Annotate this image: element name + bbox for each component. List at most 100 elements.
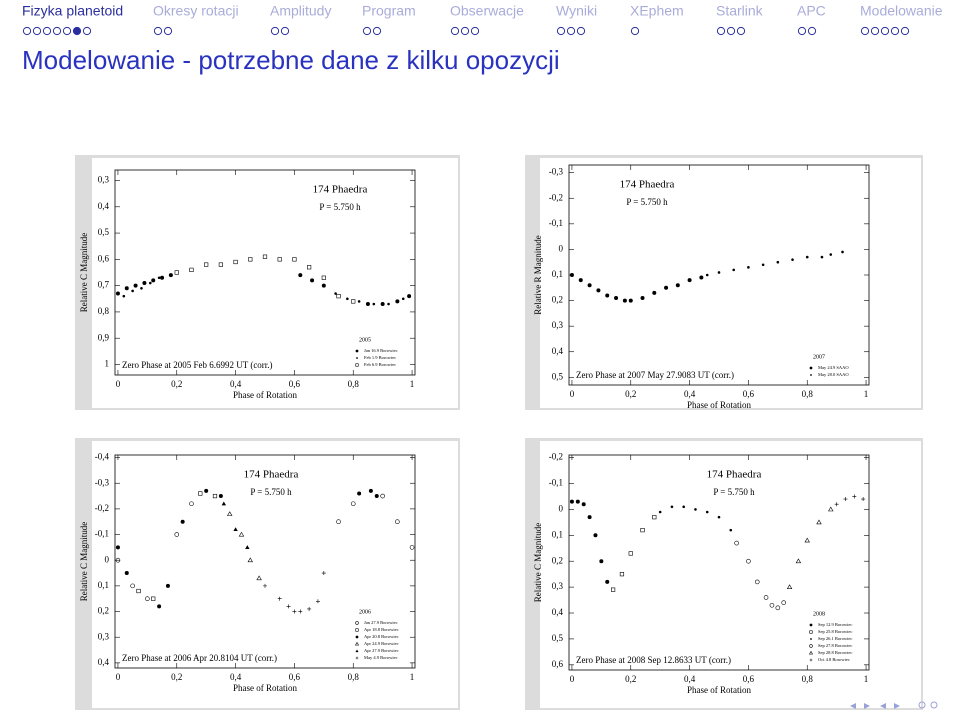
y-axis-label: Relative R Magnitude xyxy=(533,235,543,314)
data-point xyxy=(732,268,736,272)
legend-marker xyxy=(808,650,814,655)
data-point xyxy=(628,298,633,303)
nav-item[interactable]: Modelowanie xyxy=(860,3,943,19)
nav-item[interactable]: Fizyka planetoid xyxy=(22,3,123,19)
nav-frame-dot[interactable] xyxy=(270,26,280,36)
nav-frame-dot[interactable] xyxy=(736,26,746,36)
legend-label: Sep 12.9 Borowiec xyxy=(818,622,852,627)
data-point xyxy=(277,596,282,601)
data-point xyxy=(321,275,326,280)
plot-title: 174 Phaedra xyxy=(313,184,368,196)
data-point xyxy=(204,488,209,493)
nav-frame-dot[interactable] xyxy=(22,26,32,36)
nav-item[interactable]: Program xyxy=(362,3,416,19)
y-tick-label: 0,1 xyxy=(552,269,563,279)
nav-frame-dot[interactable] xyxy=(797,26,807,36)
plot-subtitle: P = 5.750 h xyxy=(319,202,361,212)
nav-frame-dot[interactable] xyxy=(52,26,62,36)
nav-frame-dot[interactable] xyxy=(566,26,576,36)
plot-title: 174 Phaedra xyxy=(244,469,299,481)
y-tick-label: 0,6 xyxy=(98,253,110,263)
data-point xyxy=(157,604,162,609)
y-tick-label: -0,3 xyxy=(95,477,110,487)
data-point xyxy=(277,257,282,262)
legend-title: 2008 xyxy=(813,611,825,617)
data-point xyxy=(705,510,709,514)
data-point xyxy=(307,265,312,270)
data-point xyxy=(640,296,645,301)
nav-frame-dot[interactable] xyxy=(280,26,290,36)
nav-frame-dot[interactable] xyxy=(42,26,52,36)
y-tick-label: 0,5 xyxy=(552,371,564,381)
data-point xyxy=(587,515,592,520)
legend-marker xyxy=(354,641,360,646)
nav-frame-dot[interactable] xyxy=(556,26,566,36)
nav-frame-dot[interactable] xyxy=(362,26,372,36)
nav-item[interactable]: Obserwacje xyxy=(450,3,524,19)
data-point xyxy=(245,545,250,549)
data-point xyxy=(717,271,721,274)
nav-item[interactable]: XEphem xyxy=(630,3,684,19)
nav-item[interactable]: Starlink xyxy=(716,3,764,19)
nav-item[interactable]: Amplitudy xyxy=(270,3,331,19)
nav-frame-dot[interactable] xyxy=(870,26,880,36)
x-tick-label: 0,2 xyxy=(625,674,636,684)
data-point xyxy=(409,545,415,550)
nav-item[interactable]: Wyniki xyxy=(556,3,597,19)
y-axis-label: Relative C Magnitude xyxy=(79,233,89,312)
data-point xyxy=(212,493,218,499)
plot-frame xyxy=(114,454,416,669)
data-point xyxy=(174,270,179,275)
nav-frame-dot[interactable] xyxy=(32,26,42,36)
data-point xyxy=(569,499,574,504)
nav-frame-dot[interactable] xyxy=(880,26,890,36)
nav-frame-dot[interactable] xyxy=(62,26,72,36)
nav-frame-dot[interactable] xyxy=(900,26,910,36)
legend-label: May 28.0 SAAO xyxy=(818,372,849,377)
nav-frame-dot[interactable] xyxy=(460,26,470,36)
nav-frame-dot[interactable] xyxy=(576,26,586,36)
nav-frame-dot[interactable] xyxy=(372,26,382,36)
cards xyxy=(75,155,923,710)
nav-frame-dot[interactable] xyxy=(163,26,173,36)
y-tick-label: 0 xyxy=(105,554,110,564)
data-point xyxy=(599,559,604,564)
data-point xyxy=(791,258,794,261)
nav-item[interactable]: APC xyxy=(797,3,826,19)
y-tick-label: 0,3 xyxy=(552,581,564,591)
data-point xyxy=(754,579,760,585)
nav-item[interactable]: Okresy rotacji xyxy=(153,3,239,19)
nav-frame-dot[interactable] xyxy=(82,26,92,36)
legend-marker xyxy=(355,621,359,625)
nav-frame-dot[interactable] xyxy=(860,26,870,36)
nav-frame-dot[interactable] xyxy=(153,26,163,36)
data-point xyxy=(365,302,370,307)
nav-frame-dot[interactable] xyxy=(807,26,817,36)
data-point xyxy=(781,600,787,605)
data-point xyxy=(694,508,697,511)
y-tick-label: 0,5 xyxy=(98,227,110,237)
data-point xyxy=(575,499,580,504)
y-tick-label: 0 xyxy=(559,503,564,513)
data-point xyxy=(142,281,147,286)
data-point xyxy=(145,596,150,602)
nav-frame-dot[interactable] xyxy=(890,26,900,36)
data-point xyxy=(747,266,750,269)
data-point xyxy=(168,273,173,278)
nav-frame-dot[interactable] xyxy=(470,26,480,36)
nav-frame-dot[interactable] xyxy=(716,26,726,36)
data-point xyxy=(717,515,721,519)
nav-frame-dot[interactable] xyxy=(450,26,460,36)
nav-frame-dot[interactable] xyxy=(726,26,736,36)
legend-label: Feb 1.9 Borowiec xyxy=(364,355,396,360)
x-tick-label: 0,6 xyxy=(743,389,755,399)
data-point xyxy=(140,286,143,290)
data-point xyxy=(596,288,601,293)
x-tick-label: 1 xyxy=(410,379,415,389)
nav-frame-dot[interactable] xyxy=(72,26,82,36)
data-point xyxy=(581,502,586,507)
data-point xyxy=(670,505,674,509)
x-axis-label: Phase of Rotation xyxy=(687,685,751,695)
data-point xyxy=(761,263,765,267)
nav-frame-dot[interactable] xyxy=(630,26,640,36)
